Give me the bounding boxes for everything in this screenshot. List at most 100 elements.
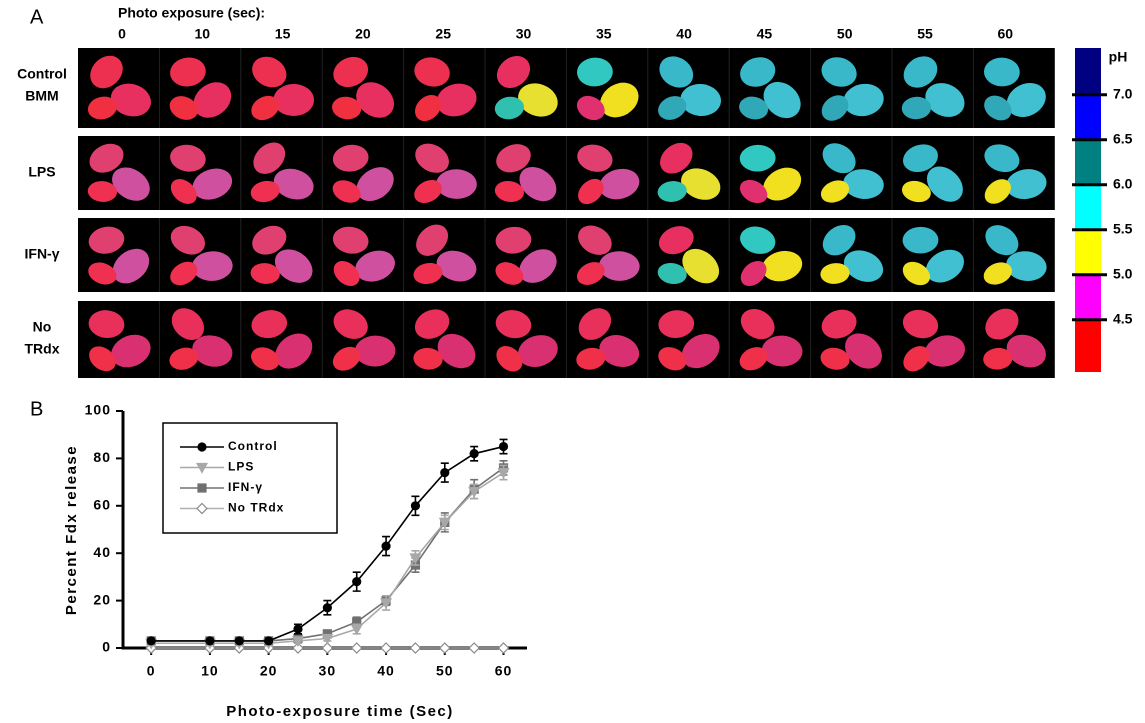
cell-blob bbox=[192, 335, 233, 367]
cell-blob bbox=[984, 144, 1020, 173]
cell-blob bbox=[332, 226, 369, 254]
marker bbox=[322, 603, 332, 613]
cell-blob bbox=[415, 143, 449, 173]
cell-blob bbox=[414, 309, 450, 339]
cell-blob bbox=[657, 181, 687, 202]
colorbar-segment bbox=[1075, 319, 1101, 372]
cell-blob bbox=[763, 167, 802, 201]
cell-blob bbox=[250, 263, 280, 284]
cell-blob bbox=[761, 335, 803, 367]
cell-blob bbox=[576, 262, 605, 285]
cell-blob bbox=[576, 57, 613, 87]
row-label: LPS bbox=[28, 164, 55, 180]
cell-blob bbox=[251, 95, 280, 121]
cell-blob bbox=[845, 333, 882, 369]
legend-label: LPS bbox=[228, 460, 254, 474]
cell-blob bbox=[925, 83, 965, 117]
cell-blob bbox=[681, 333, 720, 369]
cell-blob bbox=[924, 335, 966, 367]
y-tick-label: 100 bbox=[85, 402, 111, 418]
time-label: 45 bbox=[757, 26, 773, 42]
cell-blob bbox=[843, 169, 884, 199]
cell-blob bbox=[1006, 169, 1047, 200]
cell-blob bbox=[660, 142, 693, 174]
marker bbox=[350, 642, 363, 654]
cell-blob bbox=[169, 347, 199, 370]
cell-blob bbox=[983, 262, 1012, 285]
marker bbox=[469, 449, 479, 459]
marker bbox=[409, 642, 422, 654]
cell-blob bbox=[274, 249, 313, 283]
cell-blob bbox=[332, 96, 362, 120]
colorbar-tick-label: 6.0 bbox=[1113, 176, 1133, 192]
row-label: No bbox=[33, 319, 52, 335]
marker bbox=[468, 486, 481, 498]
cell-blob bbox=[193, 82, 232, 118]
cell-blob bbox=[740, 260, 767, 287]
marker bbox=[321, 633, 334, 645]
cell-blob bbox=[191, 251, 233, 281]
cell-blob bbox=[902, 144, 939, 173]
cell-blob bbox=[518, 83, 558, 117]
cell-blob bbox=[659, 56, 694, 88]
time-label: 30 bbox=[516, 26, 532, 42]
marker bbox=[381, 541, 391, 551]
cell-blob bbox=[843, 83, 884, 117]
cell-blob bbox=[902, 261, 931, 286]
time-label: 25 bbox=[435, 26, 451, 42]
marker bbox=[350, 624, 363, 636]
cell-blob bbox=[902, 309, 939, 339]
cell-blob bbox=[739, 347, 768, 371]
y-axis-label: Percent Fdx release bbox=[63, 445, 80, 615]
colorbar-segment bbox=[1075, 48, 1101, 95]
cell-blob bbox=[763, 81, 801, 119]
marker bbox=[380, 642, 392, 654]
cell-blob bbox=[413, 347, 443, 370]
y-tick-label: 40 bbox=[93, 544, 111, 560]
cell-blob bbox=[170, 57, 206, 87]
cell-blob bbox=[901, 96, 932, 120]
cell-blob bbox=[333, 261, 360, 286]
cell-blob bbox=[171, 308, 205, 340]
x-tick-label: 60 bbox=[495, 663, 513, 679]
colorbar-segment bbox=[1075, 274, 1101, 320]
cell-blob bbox=[578, 308, 612, 340]
colorbar-tick-label: 7.0 bbox=[1113, 86, 1133, 102]
cell-blob bbox=[599, 335, 640, 368]
cell-blob bbox=[598, 251, 640, 281]
marker bbox=[438, 642, 451, 654]
marker bbox=[293, 624, 303, 634]
marker bbox=[352, 577, 362, 587]
row-label: BMM bbox=[25, 88, 58, 104]
marker bbox=[205, 636, 215, 646]
colorbar-title: pH bbox=[1109, 49, 1128, 65]
cell-blob bbox=[88, 310, 125, 339]
cell-blob bbox=[333, 309, 368, 339]
cell-blob bbox=[496, 346, 523, 372]
cell-blob bbox=[275, 333, 313, 369]
marker bbox=[321, 642, 334, 654]
row-label: TRdx bbox=[25, 341, 60, 357]
marker bbox=[146, 636, 156, 646]
x-tick-label: 50 bbox=[436, 663, 454, 679]
cell-blob bbox=[89, 143, 124, 173]
cell-blob bbox=[600, 82, 639, 118]
marker bbox=[410, 501, 421, 511]
cell-blob bbox=[250, 180, 280, 203]
cell-blob bbox=[578, 178, 604, 205]
cell-blob bbox=[87, 96, 117, 120]
cell-blob bbox=[739, 96, 769, 120]
marker bbox=[497, 642, 510, 654]
cell-blob bbox=[519, 166, 557, 202]
y-tick-label: 60 bbox=[93, 497, 111, 513]
cell-blob bbox=[88, 226, 125, 254]
cell-blob bbox=[413, 262, 443, 285]
cell-blob bbox=[414, 57, 450, 87]
cell-blob bbox=[273, 168, 314, 200]
marker bbox=[409, 553, 422, 565]
cell-blob bbox=[251, 310, 288, 339]
cell-blob bbox=[436, 169, 477, 199]
cell-blob bbox=[577, 144, 613, 172]
cell-blob bbox=[90, 55, 123, 89]
cell-blob bbox=[576, 347, 606, 370]
